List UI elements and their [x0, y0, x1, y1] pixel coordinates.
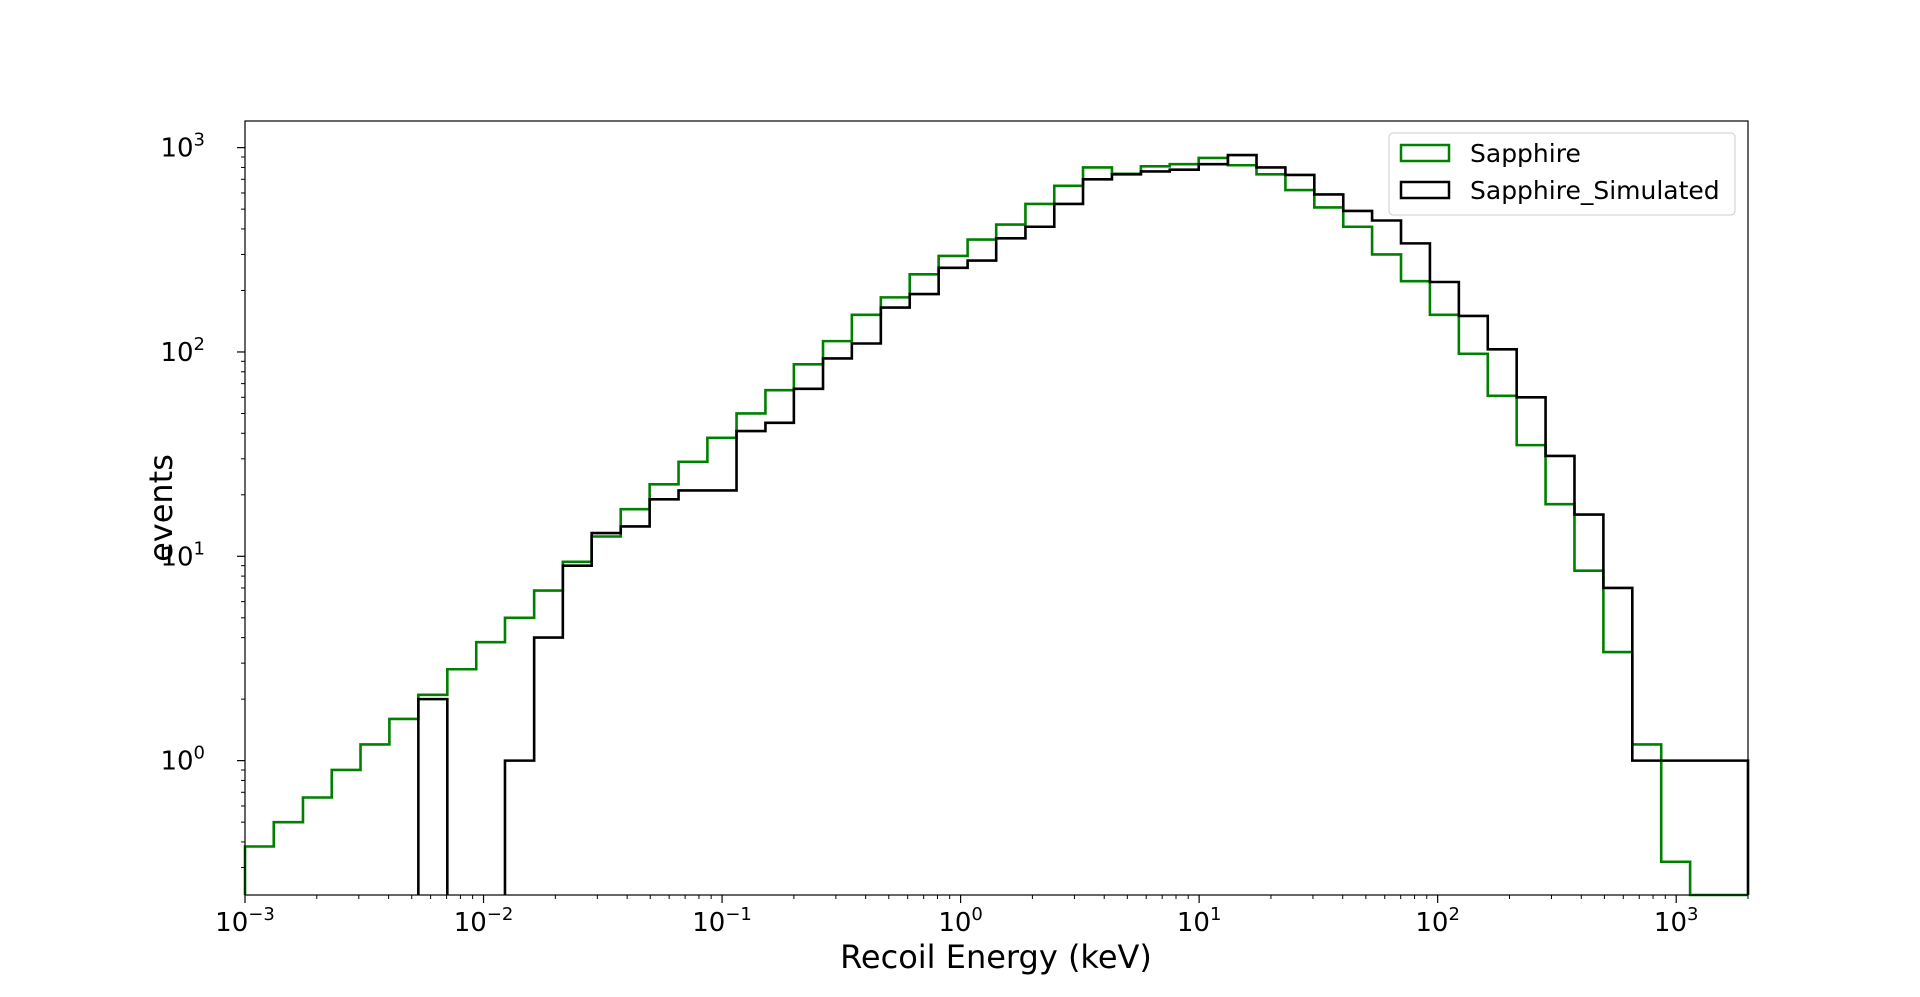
y-axis-label: events — [142, 454, 180, 562]
x-tick-label: 102 — [1415, 904, 1460, 938]
x-tick-label: 10−2 — [454, 904, 514, 938]
y-tick-label: 102 — [160, 334, 205, 368]
legend-label-sapphire-simulated: Sapphire_Simulated — [1470, 176, 1720, 205]
series-line-sapphire — [243, 156, 1748, 897]
series-line-sapphire-simulated — [417, 153, 1750, 895]
y-axis-ticks: 100 101 102 103 — [160, 130, 245, 868]
y-tick-label: 103 — [160, 130, 205, 164]
plot-frame — [244, 120, 1749, 896]
legend-swatch-sapphire-simulated — [1399, 180, 1451, 200]
legend-swatch-sapphire — [1399, 143, 1451, 163]
legend: Sapphire Sapphire_Simulated — [1388, 132, 1736, 216]
x-axis-label: Recoil Energy (keV) — [840, 938, 1152, 976]
series-sapphire-simulated — [417, 153, 1750, 895]
x-tick-label: 10−1 — [692, 904, 752, 938]
x-tick-label: 100 — [938, 904, 983, 938]
y-tick-label: 101 — [160, 538, 205, 572]
x-tick-label: 10−3 — [215, 904, 275, 938]
series-layer — [243, 153, 1750, 897]
y-tick-label: 100 — [160, 743, 205, 777]
x-tick-label: 103 — [1654, 904, 1699, 938]
x-axis-ticks: 10−3 10−2 10−1 100 101 102 103 — [215, 895, 1749, 938]
legend-box — [1388, 132, 1736, 216]
series-sapphire — [243, 156, 1748, 897]
legend-label-sapphire: Sapphire — [1470, 139, 1581, 168]
x-tick-label: 101 — [1177, 904, 1222, 938]
